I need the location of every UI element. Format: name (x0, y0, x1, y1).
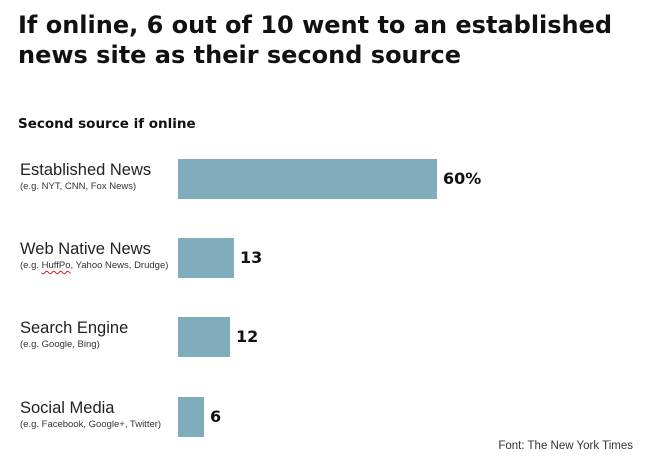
source-note: Font: The New York Times (498, 440, 633, 452)
value-label: 12 (236, 327, 259, 346)
bar (178, 159, 437, 199)
value-label: 6 (210, 407, 222, 426)
chart-title: If online, 6 out of 10 went to an establ… (18, 11, 613, 69)
category-label: Search Engine (20, 319, 129, 337)
spellcheck-underline: HuffPo (41, 260, 71, 271)
value-label: 60% (443, 169, 482, 188)
bar (178, 397, 204, 437)
bar (178, 317, 230, 357)
category-example: (e.g. Facebook, Google+, Twitter) (20, 419, 162, 430)
value-label: 13 (240, 248, 263, 267)
bar (178, 238, 234, 278)
chart-subtitle: Second source if online (18, 116, 196, 132)
category-example: (e.g. HuffPo, Yahoo News, Drudge) (20, 260, 169, 271)
category-label: Web Native News (20, 240, 151, 258)
category-label: Social Media (20, 399, 115, 417)
category-label: Established News (20, 161, 152, 179)
category-example: (e.g. NYT, CNN, Fox News) (20, 181, 137, 192)
category-example: (e.g. Google, Bing) (20, 339, 100, 350)
